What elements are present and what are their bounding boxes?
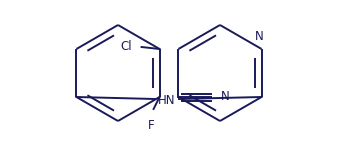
Text: N: N <box>255 30 264 43</box>
Text: F: F <box>148 119 155 132</box>
Text: HN: HN <box>158 93 176 106</box>
Text: Cl: Cl <box>120 40 132 53</box>
Text: N: N <box>221 91 229 104</box>
